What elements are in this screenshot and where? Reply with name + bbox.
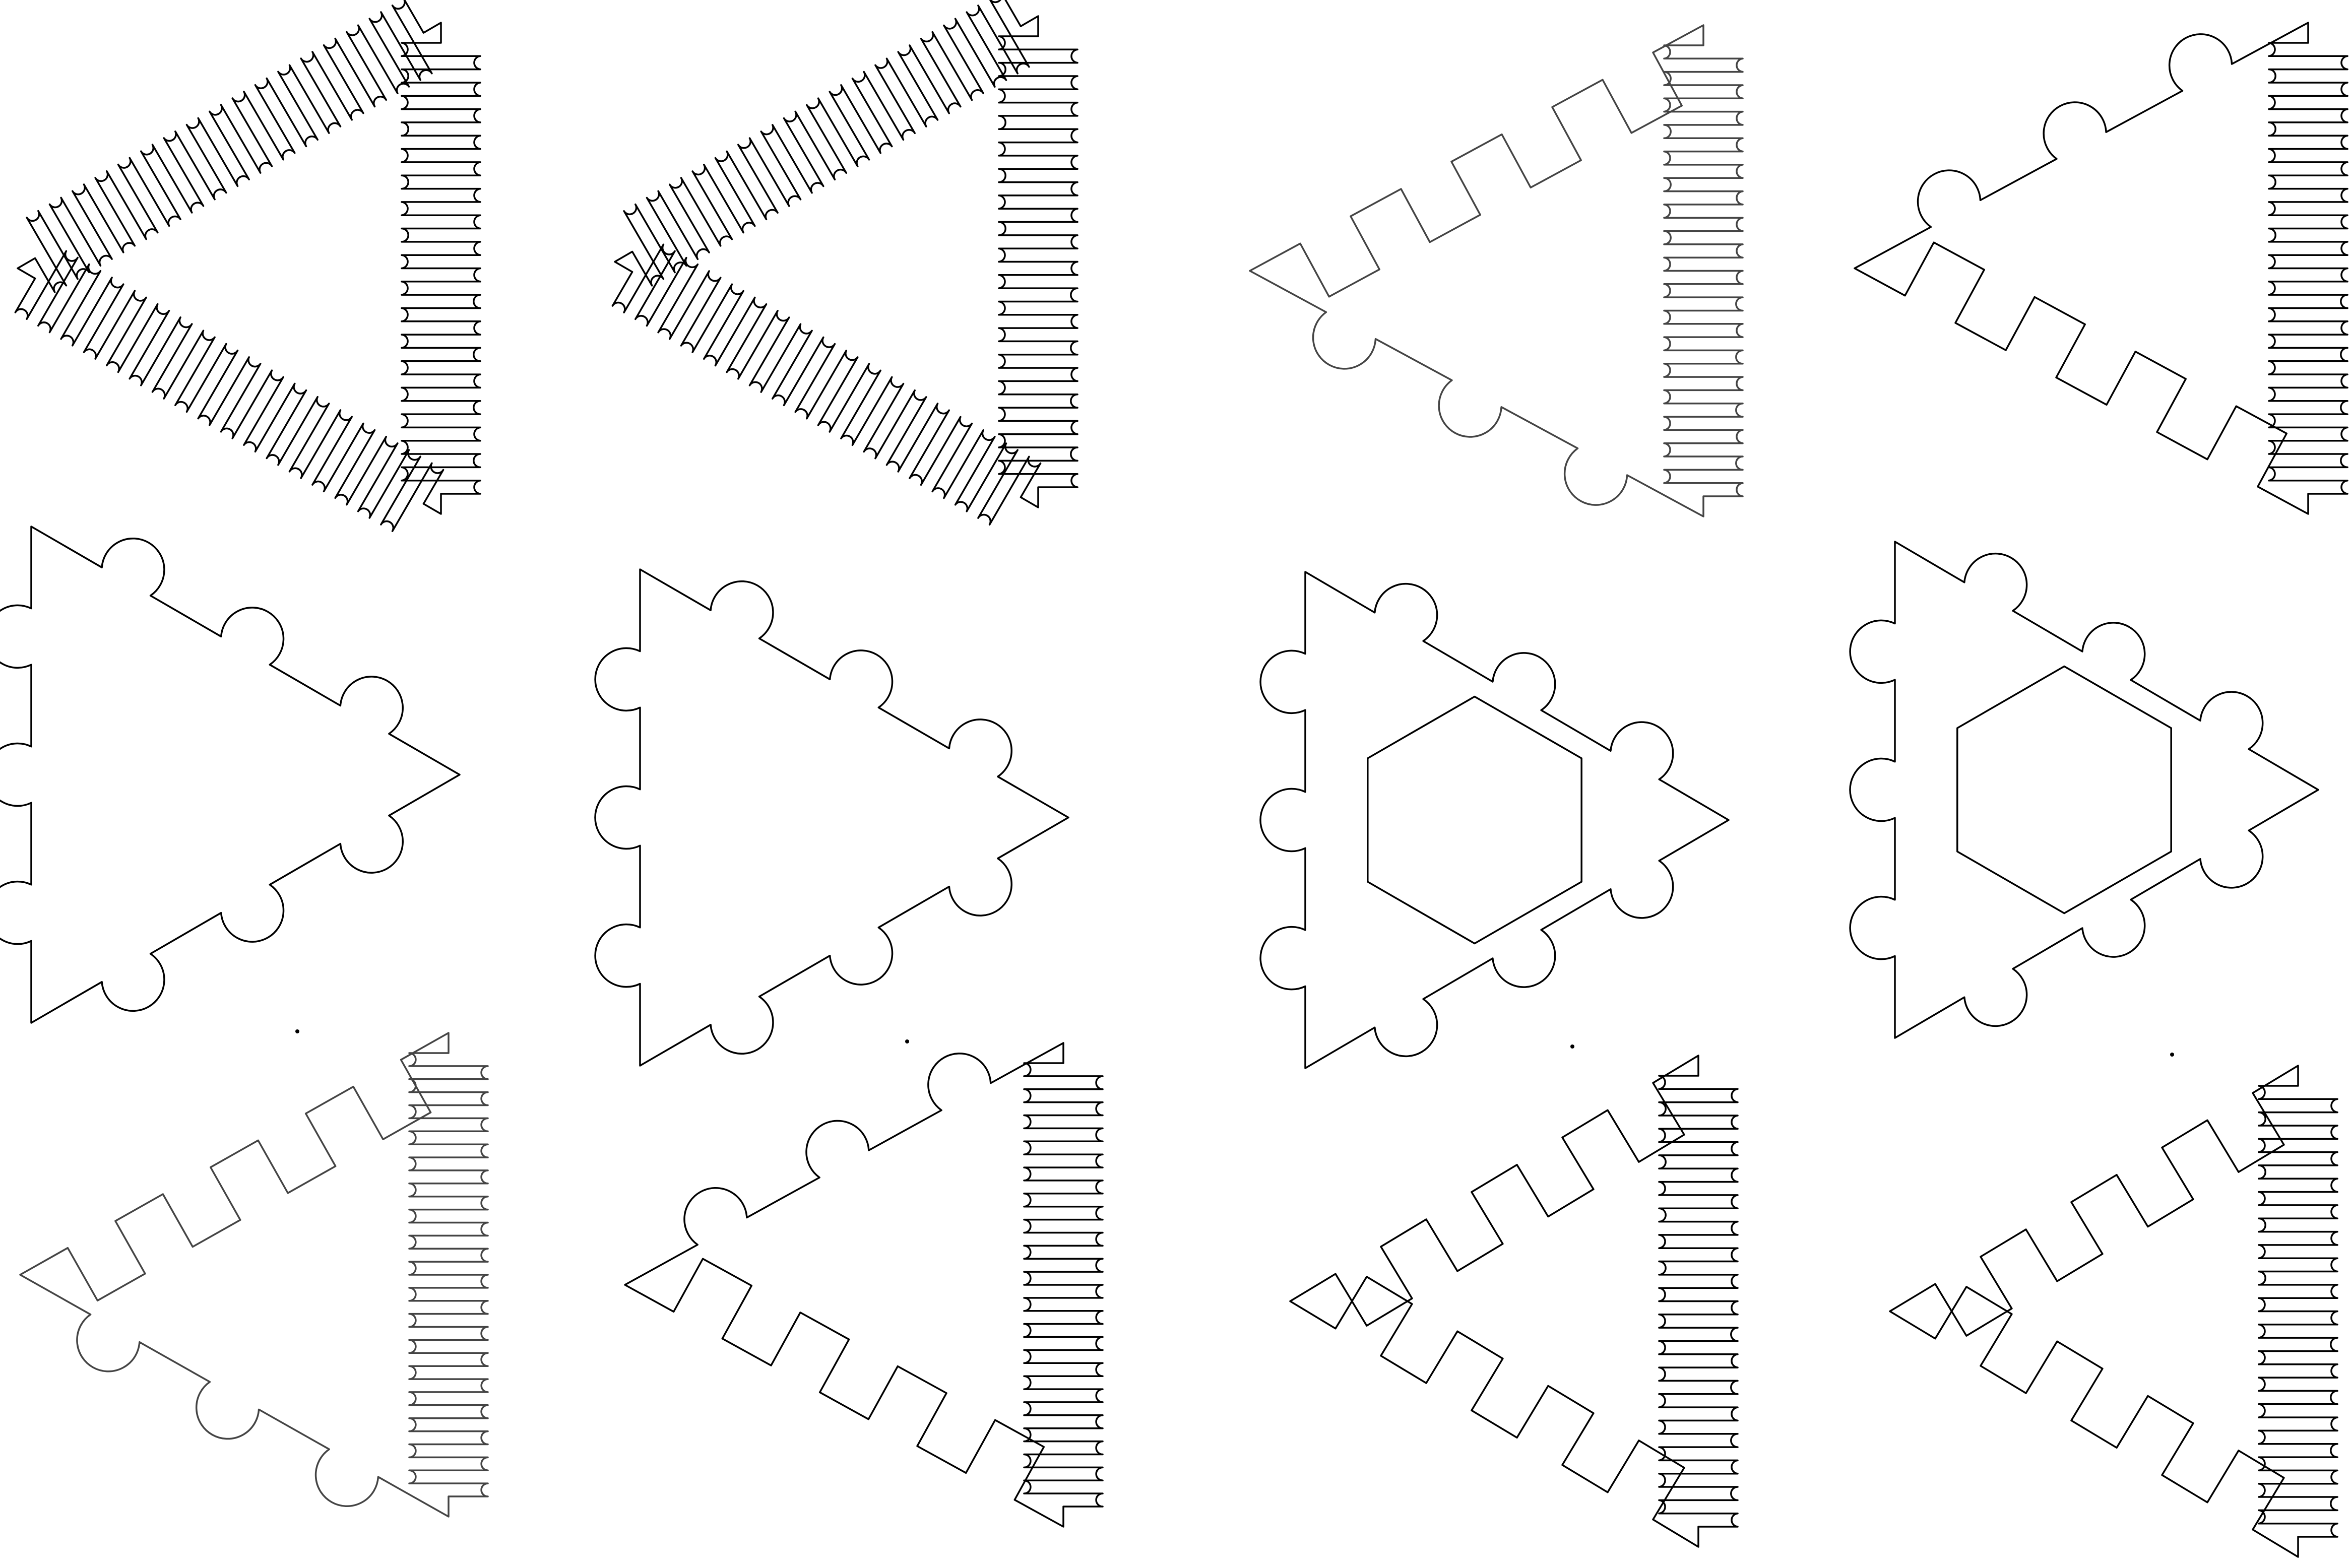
registration-dot: [295, 1029, 299, 1033]
piece-outline: [1289, 1055, 1739, 1548]
registration-dot: [2170, 1053, 2174, 1057]
piece-outline: [1889, 1065, 2338, 1558]
piece-outline: [0, 526, 461, 1024]
piece-triangle-left-wave-zigzag-zigzag: [1289, 1055, 1739, 1548]
piece-triangle-left-wave-zigzag-bumps: [1854, 22, 2348, 515]
piece-outline: [611, 0, 1078, 526]
piece-outline: [19, 1032, 489, 1518]
piece-triangle-left-wave-wave-wave-2: [611, 0, 1078, 526]
hexagon-cutout: [1956, 665, 2172, 914]
piece-triangle-left-wave-zigzag-zigzag-2: [1889, 1065, 2338, 1558]
hexagon-cutout: [1367, 695, 1582, 945]
piece-triangle-left-wave-wave-wave: [14, 0, 481, 532]
piece-triangle-right-bumps-2: [594, 568, 1069, 1067]
registration-dot: [1570, 1044, 1574, 1049]
piece-outline: [1854, 22, 2348, 515]
piece-triangle-left-wave-bumps-zigzag: [1249, 24, 1744, 517]
piece-triangle-right-bumps-hexagon-2: [1849, 541, 2319, 1039]
piece-outline: [1849, 541, 2319, 1039]
registration-dot: [905, 1039, 909, 1043]
piece-triangle-right-bumps-hexagon: [1259, 571, 1730, 1069]
piece-outline: [1249, 24, 1744, 517]
piece-outline: [14, 0, 481, 532]
piece-triangle-left-wave-zigzag-bumps-2: [624, 1042, 1104, 1528]
piece-outline: [594, 568, 1069, 1067]
piece-triangle-right-bumps: [0, 526, 461, 1024]
piece-triangle-left-wave-bumps-zigzag-2: [19, 1032, 489, 1518]
piece-outline: [1259, 571, 1730, 1069]
piece-outline: [624, 1042, 1104, 1528]
